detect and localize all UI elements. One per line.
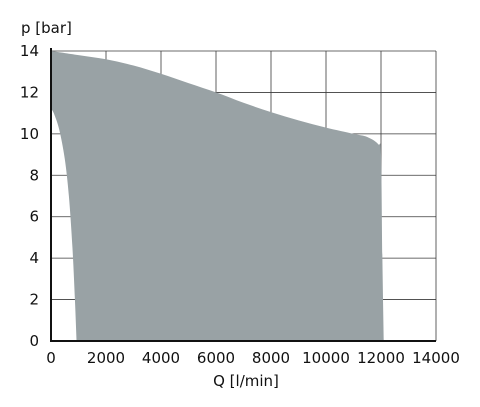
y-tick-label: 6 — [29, 208, 39, 226]
tick-labels: 0 2000 4000 6000 8000 10000 12000 14000 0 2 4 6 8 10 1… — [20, 42, 460, 367]
y-tick-label: 14 — [20, 42, 39, 60]
axis-layer — [50, 48, 436, 342]
x-tick-label: 0 — [46, 349, 56, 367]
y-axis-label: p [bar] — [21, 19, 72, 37]
x-tick-label: 8000 — [252, 349, 290, 367]
operating-area — [51, 51, 384, 341]
x-tick-label: 2000 — [87, 349, 125, 367]
x-axis-label: Q [l/min] — [213, 372, 279, 390]
y-tick-label: 0 — [29, 332, 39, 350]
y-tick-label: 4 — [29, 249, 39, 267]
y-tick-label: 8 — [29, 166, 39, 184]
x-tick-label: 10000 — [302, 349, 350, 367]
x-tick-label: 14000 — [412, 349, 460, 367]
x-tick-label: 6000 — [197, 349, 235, 367]
x-tick-label: 12000 — [357, 349, 405, 367]
y-tick-label: 10 — [20, 125, 39, 143]
y-tick-label: 12 — [20, 83, 39, 101]
area-layer — [51, 51, 384, 341]
y-tick-label: 2 — [29, 291, 39, 309]
x-tick-label: 4000 — [142, 349, 180, 367]
